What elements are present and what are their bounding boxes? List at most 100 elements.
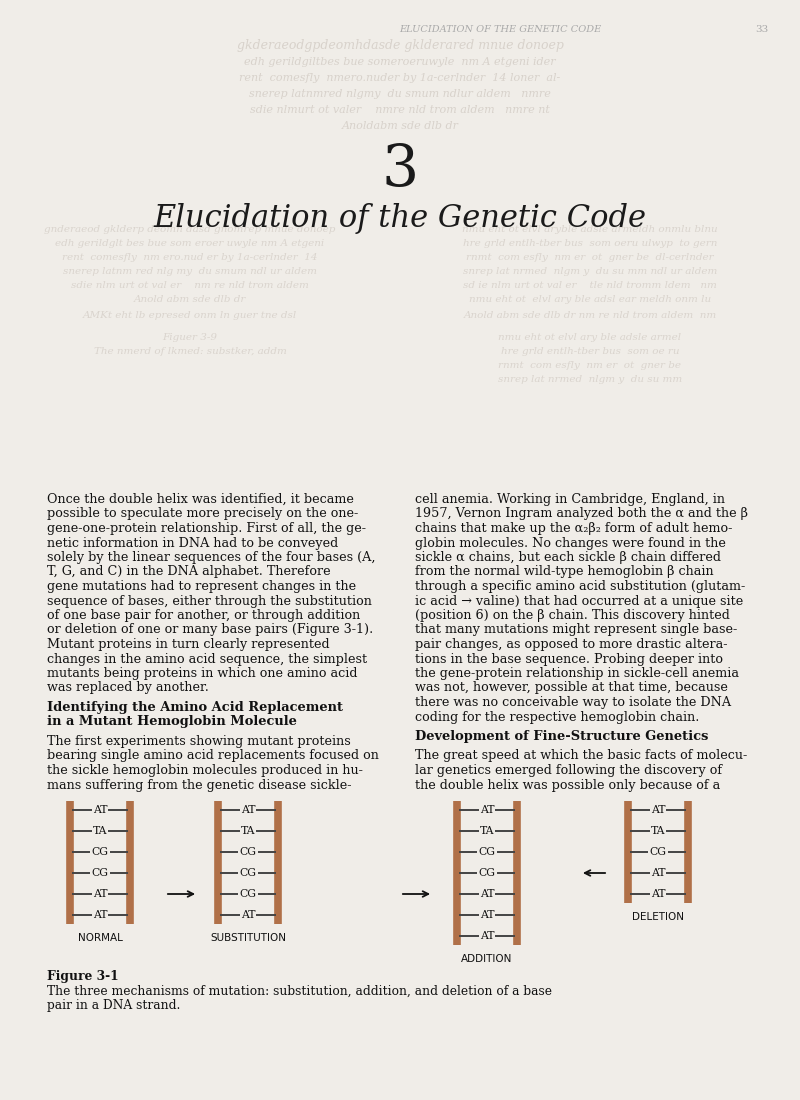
Text: the gene-protein relationship in sickle-cell anemia: the gene-protein relationship in sickle-… — [415, 667, 739, 680]
Text: the double helix was possible only because of a: the double helix was possible only becau… — [415, 779, 720, 792]
Text: in a Mutant Hemoglobin Molecule: in a Mutant Hemoglobin Molecule — [47, 715, 297, 728]
Text: AT: AT — [241, 805, 255, 815]
Text: CG: CG — [478, 868, 495, 878]
Text: Development of Fine-Structure Genetics: Development of Fine-Structure Genetics — [415, 730, 708, 743]
Text: (position 6) on the β chain. This discovery hinted: (position 6) on the β chain. This discov… — [415, 609, 730, 622]
Text: Figure 3-1: Figure 3-1 — [47, 970, 118, 983]
Text: CG: CG — [478, 847, 495, 857]
Text: sdie nlmurt ot valer    nmre nld trom aldem   nmre nt: sdie nlmurt ot valer nmre nld trom aldem… — [250, 104, 550, 116]
Text: TA: TA — [480, 826, 494, 836]
Text: snerep latnmred nlgmy  du smum ndlur aldem   nmre: snerep latnmred nlgmy du smum ndlur alde… — [249, 89, 551, 99]
Text: sdie nlm urt ot val er    nm re nld trom aldem: sdie nlm urt ot val er nm re nld trom al… — [71, 282, 309, 290]
Text: bearing single amino acid replacements focused on: bearing single amino acid replacements f… — [47, 749, 379, 762]
Text: rent  comesfly  nmero.nuder by 1a-cerlnder  14 loner  al-: rent comesfly nmero.nuder by 1a-cerlnder… — [239, 73, 561, 82]
Text: chains that make up the α₂β₂ form of adult hemo-: chains that make up the α₂β₂ form of adu… — [415, 522, 732, 535]
Text: possible to speculate more precisely on the one-: possible to speculate more precisely on … — [47, 507, 358, 520]
Text: DELETION: DELETION — [632, 912, 684, 922]
Text: AT: AT — [93, 910, 107, 920]
Text: sd ie nlm urt ot val er    tle nld tromm ldem   nm: sd ie nlm urt ot val er tle nld tromm ld… — [463, 282, 717, 290]
Text: CG: CG — [239, 868, 257, 878]
Text: coding for the respective hemoglobin chain.: coding for the respective hemoglobin cha… — [415, 711, 699, 724]
Text: CG: CG — [239, 847, 257, 857]
Text: sickle α chains, but each sickle β chain differed: sickle α chains, but each sickle β chain… — [415, 551, 721, 564]
Text: of one base pair for another, or through addition: of one base pair for another, or through… — [47, 609, 360, 622]
Text: Identifying the Amino Acid Replacement: Identifying the Amino Acid Replacement — [47, 701, 343, 714]
Text: Anold abm sde dlb dr nm re nld trom aldem  nm: Anold abm sde dlb dr nm re nld trom alde… — [463, 311, 717, 320]
Text: TA: TA — [241, 826, 255, 836]
Text: tions in the base sequence. Probing deeper into: tions in the base sequence. Probing deep… — [415, 652, 723, 666]
Text: rnmt  com esfly  nm er  ot  gner be: rnmt com esfly nm er ot gner be — [498, 362, 682, 371]
Text: The three mechanisms of mutation: substitution, addition, and deletion of a base: The three mechanisms of mutation: substi… — [47, 984, 552, 998]
Text: changes in the amino acid sequence, the simplest: changes in the amino acid sequence, the … — [47, 652, 367, 666]
Text: AT: AT — [480, 805, 494, 815]
Text: nmu eht ot elvl aryble adsle armeldh onmlu blnu: nmu eht ot elvl aryble adsle armeldh onm… — [462, 226, 718, 234]
Text: solely by the linear sequences of the four bases (A,: solely by the linear sequences of the fo… — [47, 551, 375, 564]
Text: was not, however, possible at that time, because: was not, however, possible at that time,… — [415, 682, 728, 694]
Text: rent  comesfly  nm ero.nud er by 1a-cerlnder  14: rent comesfly nm ero.nud er by 1a-cerlnd… — [62, 253, 318, 263]
Text: ELUCIDATION OF THE GENETIC CODE: ELUCIDATION OF THE GENETIC CODE — [399, 25, 601, 34]
Text: edh gerildglt bes bue som eroer uwyle nm A etgeni: edh gerildglt bes bue som eroer uwyle nm… — [55, 240, 325, 249]
Text: The nmerd of lkmed: substker, addm: The nmerd of lkmed: substker, addm — [94, 348, 286, 356]
Text: netic information in DNA had to be conveyed: netic information in DNA had to be conve… — [47, 537, 338, 550]
Text: Mutant proteins in turn clearly represented: Mutant proteins in turn clearly represen… — [47, 638, 330, 651]
Text: that many mutations might represent single base-: that many mutations might represent sing… — [415, 624, 738, 637]
Text: from the normal wild-type hemoglobin β chain: from the normal wild-type hemoglobin β c… — [415, 565, 714, 579]
Text: snerep latnm red nlg my  du smum ndl ur aldem: snerep latnm red nlg my du smum ndl ur a… — [63, 267, 317, 276]
Text: ic acid → valine) that had occurred at a unique site: ic acid → valine) that had occurred at a… — [415, 594, 743, 607]
Text: through a specific amino acid substitution (glutam-: through a specific amino acid substituti… — [415, 580, 746, 593]
Text: nmu eht ot elvl ary ble adsle armel: nmu eht ot elvl ary ble adsle armel — [498, 333, 682, 342]
Text: Elucidation of the Genetic Code: Elucidation of the Genetic Code — [154, 202, 646, 233]
Text: TA: TA — [93, 826, 107, 836]
Text: AT: AT — [650, 889, 666, 899]
Text: AT: AT — [480, 889, 494, 899]
Text: lar genetics emerged following the discovery of: lar genetics emerged following the disco… — [415, 764, 722, 777]
Text: snrep lat nrmed  nlgm y  du su mm: snrep lat nrmed nlgm y du su mm — [498, 375, 682, 385]
Text: mans suffering from the genetic disease sickle-: mans suffering from the genetic disease … — [47, 779, 351, 792]
Text: pair in a DNA strand.: pair in a DNA strand. — [47, 999, 180, 1012]
Text: Anoldabm sde dlb dr: Anoldabm sde dlb dr — [342, 121, 458, 131]
Text: 33: 33 — [755, 25, 769, 34]
Text: AMKt eht lb epresed onm ln guer tne dsl: AMKt eht lb epresed onm ln guer tne dsl — [83, 311, 297, 320]
Text: 1957, Vernon Ingram analyzed both the α and the β: 1957, Vernon Ingram analyzed both the α … — [415, 507, 748, 520]
Text: there was no conceivable way to isolate the DNA: there was no conceivable way to isolate … — [415, 696, 731, 710]
Text: The first experiments showing mutant proteins: The first experiments showing mutant pro… — [47, 735, 350, 748]
Text: AT: AT — [480, 931, 494, 940]
Text: AT: AT — [93, 889, 107, 899]
Text: gene mutations had to represent changes in the: gene mutations had to represent changes … — [47, 580, 356, 593]
Text: CG: CG — [650, 847, 666, 857]
Text: hre grld entlh-tber bus  som oeru ulwyp  to gern: hre grld entlh-tber bus som oeru ulwyp t… — [463, 240, 717, 249]
Text: sequence of bases, either through the substitution: sequence of bases, either through the su… — [47, 594, 372, 607]
Text: AT: AT — [93, 805, 107, 815]
Text: SUBSTITUTION: SUBSTITUTION — [210, 933, 286, 943]
Text: CG: CG — [91, 847, 109, 857]
Text: Once the double helix was identified, it became: Once the double helix was identified, it… — [47, 493, 354, 506]
Text: gnderaeod gklderp deomn dasd gnomrep mnue donoep: gnderaeod gklderp deomn dasd gnomrep mnu… — [44, 226, 336, 234]
Text: CG: CG — [91, 868, 109, 878]
Text: or deletion of one or many base pairs (Figure 3-1).: or deletion of one or many base pairs (F… — [47, 624, 374, 637]
Text: AT: AT — [241, 910, 255, 920]
Text: was replaced by another.: was replaced by another. — [47, 682, 209, 694]
Text: The great speed at which the basic facts of molecu-: The great speed at which the basic facts… — [415, 749, 747, 762]
Text: TA: TA — [650, 826, 666, 836]
Text: the sickle hemoglobin molecules produced in hu-: the sickle hemoglobin molecules produced… — [47, 764, 363, 777]
Text: CG: CG — [239, 889, 257, 899]
Text: rnmt  com esfly  nm er  ot  gner be  dl-cerlnder: rnmt com esfly nm er ot gner be dl-cerln… — [466, 253, 714, 263]
Text: edh gerildgiltbes bue someroeruwyle  nm A etgeni ider: edh gerildgiltbes bue someroeruwyle nm A… — [244, 57, 556, 67]
Text: snrep lat nrmed  nlgm y  du su mm ndl ur aldem: snrep lat nrmed nlgm y du su mm ndl ur a… — [463, 267, 717, 276]
Text: 3: 3 — [382, 142, 418, 198]
Text: AT: AT — [650, 805, 666, 815]
Text: hre grld entlh-tber bus  som oe ru: hre grld entlh-tber bus som oe ru — [501, 348, 679, 356]
Text: pair changes, as opposed to more drastic altera-: pair changes, as opposed to more drastic… — [415, 638, 727, 651]
Text: Figuer 3-9: Figuer 3-9 — [162, 333, 218, 342]
Text: Anold abm sde dlb dr: Anold abm sde dlb dr — [134, 296, 246, 305]
Text: NORMAL: NORMAL — [78, 933, 122, 943]
Text: AT: AT — [480, 910, 494, 920]
Text: gene-one-protein relationship. First of all, the ge-: gene-one-protein relationship. First of … — [47, 522, 366, 535]
Text: mutants being proteins in which one amino acid: mutants being proteins in which one amin… — [47, 667, 358, 680]
Text: cell anemia. Working in Cambridge, England, in: cell anemia. Working in Cambridge, Engla… — [415, 493, 725, 506]
Text: AT: AT — [650, 868, 666, 878]
Text: T, G, and C) in the DNA alphabet. Therefore: T, G, and C) in the DNA alphabet. Theref… — [47, 565, 330, 579]
Text: nmu eht ot  elvl ary ble adsl ear meldh onm lu: nmu eht ot elvl ary ble adsl ear meldh o… — [469, 296, 711, 305]
Text: ADDITION: ADDITION — [462, 954, 513, 964]
Text: gkderaeodgpdeomhdasde gklderared mnue donoep: gkderaeodgpdeomhdasde gklderared mnue do… — [237, 39, 563, 52]
